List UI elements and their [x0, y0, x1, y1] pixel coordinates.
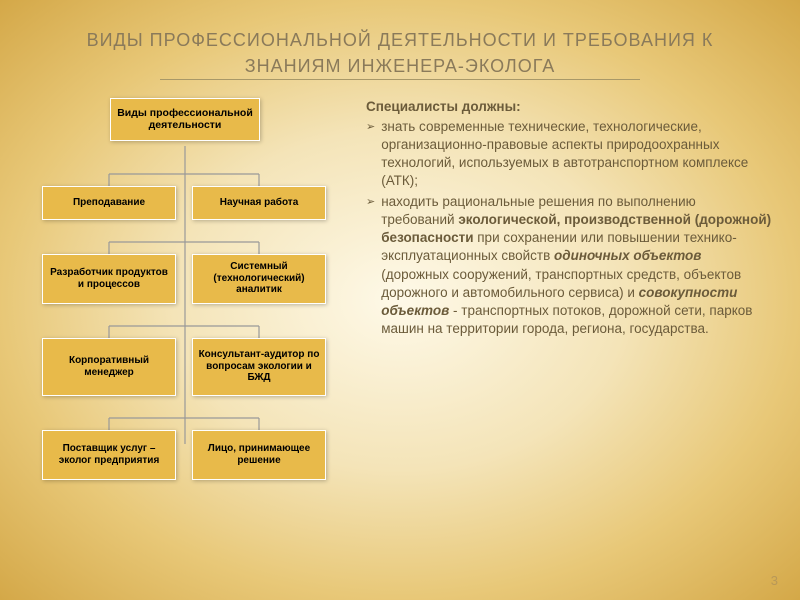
- node-left-3: Поставщик услуг – эколог предприятия: [42, 430, 176, 480]
- page-number: 3: [771, 573, 778, 588]
- node-left-1: Разработчик продуктов и процессов: [42, 254, 176, 304]
- node-right-0: Научная работа: [192, 186, 326, 220]
- node-right-1: Системный (технологический) аналитик: [192, 254, 326, 304]
- bullet-body-0: знать современные технические, технологи…: [381, 118, 772, 191]
- bullet-body-1: находить рациональные решения по выполне…: [381, 193, 772, 339]
- node-right-3: Лицо, принимающее решение: [192, 430, 326, 480]
- root-node: Виды профессиональной деятельности: [110, 98, 260, 141]
- content-area: Виды профессиональной деятельности Препо…: [0, 80, 800, 538]
- node-right-2: Консультант-аудитор по вопросам экологии…: [192, 338, 326, 396]
- node-left-2: Корпоративный менеджер: [42, 338, 176, 396]
- bullet-0: ➢ знать современные технические, техноло…: [366, 118, 772, 191]
- title-line1: ВИДЫ ПРОФЕССИОНАЛЬНОЙ ДЕЯТЕЛЬНОСТИ И ТРЕ…: [40, 28, 760, 52]
- slide-title: ВИДЫ ПРОФЕССИОНАЛЬНОЙ ДЕЯТЕЛЬНОСТИ И ТРЕ…: [0, 0, 800, 80]
- bullet-marker-icon: ➢: [366, 193, 375, 339]
- lead-text: Специалисты должны:: [366, 98, 772, 116]
- bullet-marker-icon: ➢: [366, 118, 375, 191]
- requirements-text: Специалисты должны: ➢ знать современные …: [366, 98, 772, 538]
- org-diagram: Виды профессиональной деятельности Препо…: [28, 98, 348, 538]
- bullet-1: ➢ находить рациональные решения по выпол…: [366, 193, 772, 339]
- node-left-0: Преподавание: [42, 186, 176, 220]
- title-line2: ЗНАНИЯМ ИНЖЕНЕРА-ЭКОЛОГА: [40, 52, 760, 79]
